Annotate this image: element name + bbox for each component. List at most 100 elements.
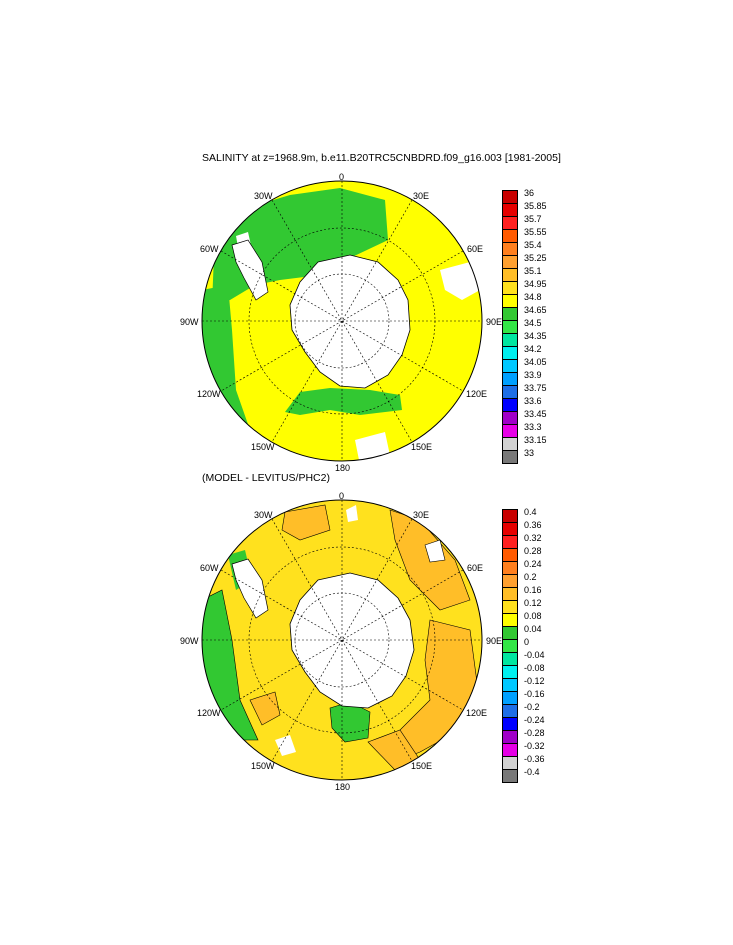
panel1-colorbar-swatch xyxy=(502,242,518,256)
panel1-colorbar-swatch xyxy=(502,268,518,282)
panel2-colorbar-swatch xyxy=(502,509,518,523)
panel2-colorbar-label: 0.24 xyxy=(524,559,542,569)
panel1-lon-180: 180 xyxy=(335,463,351,473)
panel2-antarctica xyxy=(289,572,415,709)
panel2-colorbar-swatch xyxy=(502,522,518,536)
panel2-colorbar-label: 0.36 xyxy=(524,520,542,530)
panel2-colorbar-swatch xyxy=(502,678,518,692)
panel1-colorbar-label: 33 xyxy=(524,448,535,458)
panel2-colorbar-swatch xyxy=(502,587,518,601)
panel2-colorbar-label: -0.32 xyxy=(524,741,545,751)
panel1-title: SALINITY at z=1968.9m, b.e11.B20TRC5CNBD… xyxy=(202,152,561,164)
panel2-colorbar-swatch xyxy=(502,613,518,627)
panel1-white-patch xyxy=(440,262,480,300)
panel2-colorbar-swatch xyxy=(502,535,518,549)
panel1-antarctica xyxy=(289,254,411,389)
panel1-south-america xyxy=(231,239,269,301)
panel2-colorbar-label: -0.36 xyxy=(524,754,545,764)
panel1-colorbar-label: 35.1 xyxy=(524,266,542,276)
panel1-colorbar-swatch xyxy=(502,229,518,243)
panel2-lon-30w: 30W xyxy=(254,510,273,520)
panel1-colorbar-label: 34.95 xyxy=(524,279,547,289)
panel1-colorbar-swatch xyxy=(502,203,518,217)
panel2-colorbar-swatch xyxy=(502,769,518,783)
panel1-colorbar-swatch xyxy=(502,320,518,334)
panel1-colorbar-label: 35.25 xyxy=(524,253,547,263)
panel1-colorbar-swatch xyxy=(502,450,518,464)
panel2-colorbar-label: -0.08 xyxy=(524,663,545,673)
panel2-lon-90e: 90E xyxy=(486,636,503,646)
panel1-green-ross xyxy=(285,388,402,415)
panel1-colorbar-label: 36 xyxy=(524,188,535,198)
panel1-colorbar-label: 33.9 xyxy=(524,370,542,380)
panel1-colorbar-label: 33.3 xyxy=(524,422,542,432)
panel1-colorbar-swatch xyxy=(502,281,518,295)
panel1-colorbar-label: 35.55 xyxy=(524,227,547,237)
panel1-lon-90w: 90W xyxy=(180,317,199,327)
panel2-colorbar-label: 0 xyxy=(524,637,530,647)
panel1-colorbar-swatch xyxy=(502,255,518,269)
panel2-colorbar-label: 0.32 xyxy=(524,533,542,543)
panel1-colorbar-swatch xyxy=(502,385,518,399)
panel2-colorbar-label: 0.08 xyxy=(524,611,542,621)
panel2-map xyxy=(201,499,483,781)
panel1-colorbar-swatch xyxy=(502,398,518,412)
panel2-colorbar-label: 0.2 xyxy=(524,572,537,582)
panel2-colorbar-swatch xyxy=(502,626,518,640)
panel2-lon-180: 180 xyxy=(335,782,351,792)
panel2-colorbar-label: -0.28 xyxy=(524,728,545,738)
panel2-colorbar-swatch xyxy=(502,730,518,744)
panel1-colorbar-label: 34.5 xyxy=(524,318,542,328)
panel2-colorbar-label: -0.2 xyxy=(524,702,540,712)
panel1-colorbar-label: 33.15 xyxy=(524,435,547,445)
panel2-white-patch xyxy=(346,505,358,522)
panel2-orange-patch xyxy=(281,504,331,541)
panel2-south-america xyxy=(231,558,269,619)
panel2-colorbar-swatch xyxy=(502,548,518,562)
panel2-colorbar-swatch xyxy=(502,600,518,614)
panel1-colorbar-swatch xyxy=(502,190,518,204)
panel1-colorbar-swatch xyxy=(502,359,518,373)
panel1-colorbar-label: 34.35 xyxy=(524,331,547,341)
panel1-lon-150e: 150E xyxy=(411,442,433,452)
panel2-colorbar-swatch xyxy=(502,717,518,731)
panel1-lon-60w: 60W xyxy=(200,244,219,254)
panel1-colorbar-swatch xyxy=(502,346,518,360)
panel1-colorbar-swatch xyxy=(502,424,518,438)
panel2-colorbar-label: 0.12 xyxy=(524,598,542,608)
panel2-colorbar-label: 0.28 xyxy=(524,546,542,556)
panel1-colorbar-label: 35.85 xyxy=(524,201,547,211)
panel1-colorbar-swatch xyxy=(502,372,518,386)
panel1-lon-150w: 150W xyxy=(251,442,275,452)
panel2-colorbar-label: -0.24 xyxy=(524,715,545,725)
panel2-colorbar-swatch xyxy=(502,574,518,588)
panel1-colorbar-label: 35.7 xyxy=(524,214,542,224)
panel2-lon-60e: 60E xyxy=(467,563,484,573)
panel1-map-border xyxy=(201,180,483,462)
panel1-colorbar-swatch xyxy=(502,437,518,451)
panel2-white-patch xyxy=(424,539,446,563)
panel1-map xyxy=(201,180,483,462)
panel2-lon-150e: 150E xyxy=(411,761,433,771)
panel2-colorbar-swatch xyxy=(502,691,518,705)
panel1-colorbar-label: 34.05 xyxy=(524,357,547,367)
panel2-lon-150w: 150W xyxy=(251,761,275,771)
panel2-colorbar-swatch xyxy=(502,652,518,666)
panel2-colorbar-swatch xyxy=(502,756,518,770)
panel1-colorbar-label: 35.4 xyxy=(524,240,542,250)
panel2-colorbar-label: 0.4 xyxy=(524,507,537,517)
panel1-lon-0: 0 xyxy=(339,172,345,182)
panel2-lon-60w: 60W xyxy=(200,563,219,573)
panel2-colorbar-label: 0.16 xyxy=(524,585,542,595)
panel2-colorbar-label: 0.04 xyxy=(524,624,542,634)
panel2-white-patch xyxy=(275,735,296,756)
panel2-lon-90w: 90W xyxy=(180,636,199,646)
panel1-lon-30e: 30E xyxy=(413,191,430,201)
panel2-lon-30e: 30E xyxy=(413,510,430,520)
panel2-map-border xyxy=(201,499,483,781)
panel1-lon-90e: 90E xyxy=(486,317,503,327)
panel1-colorbar-label: 33.6 xyxy=(524,396,542,406)
panel2-colorbar-label: -0.12 xyxy=(524,676,545,686)
panel1-lon-120e: 120E xyxy=(466,389,488,399)
